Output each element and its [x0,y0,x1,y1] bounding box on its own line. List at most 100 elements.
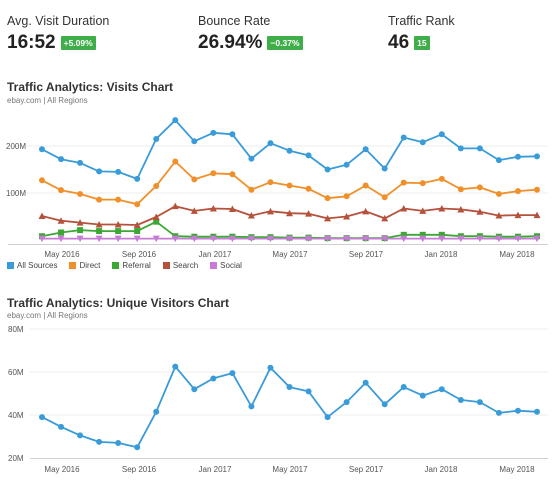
data-point-social[interactable] [38,235,46,243]
data-point-all-sources[interactable] [172,363,179,370]
data-point-all-sources[interactable] [400,134,407,141]
data-point-search[interactable] [286,209,293,217]
data-point-all-sources[interactable] [58,156,65,163]
data-point-social[interactable] [476,235,484,243]
data-point-direct[interactable] [534,186,540,193]
data-point-all-sources[interactable] [362,146,369,153]
data-point-direct[interactable] [210,170,217,177]
data-point-social[interactable] [495,235,503,243]
data-point-all-sources[interactable] [39,146,45,153]
data-point-all-sources[interactable] [77,159,84,166]
legend-item-direct[interactable]: Direct [69,261,100,270]
data-point-search[interactable] [209,205,217,212]
data-point-social[interactable] [305,235,313,243]
data-point-direct[interactable] [134,201,141,208]
legend-item-all-sources[interactable]: All Sources [7,261,57,270]
data-point-all-sources[interactable] [115,439,122,446]
data-point-social[interactable] [133,235,141,243]
data-point-direct[interactable] [267,179,274,186]
data-point-all-sources[interactable] [96,438,103,445]
data-point-direct[interactable] [286,182,293,189]
data-point-social[interactable] [324,235,332,243]
legend-item-search[interactable]: Search [162,261,198,270]
data-point-referral[interactable] [77,227,84,234]
data-point-direct[interactable] [400,179,407,186]
data-point-search[interactable] [95,220,103,228]
data-point-all-sources[interactable] [172,117,179,124]
data-point-all-sources[interactable] [419,392,426,399]
data-point-all-sources[interactable] [248,155,255,162]
data-point-all-sources[interactable] [419,139,426,146]
data-point-social[interactable] [266,235,274,243]
data-point-all-sources[interactable] [476,145,483,152]
data-point-social[interactable] [152,235,160,243]
data-point-direct[interactable] [438,175,445,182]
data-point-social[interactable] [533,235,541,243]
data-point-all-sources[interactable] [58,423,65,430]
data-point-all-sources[interactable] [267,140,274,147]
data-point-search[interactable] [400,205,408,212]
legend-item-social[interactable]: Social [210,261,242,270]
data-point-direct[interactable] [495,190,502,197]
data-point-direct[interactable] [58,187,65,194]
data-point-search[interactable] [171,202,179,210]
data-point-all-sources[interactable] [115,168,122,175]
data-point-search[interactable] [324,214,332,222]
data-point-search[interactable] [190,207,198,214]
data-point-social[interactable] [381,235,389,243]
data-point-all-sources[interactable] [381,401,388,408]
data-point-all-sources[interactable] [96,168,103,175]
legend-item-referral[interactable]: Referral [112,261,151,270]
data-point-referral[interactable] [115,228,122,235]
data-point-search[interactable] [457,205,465,213]
data-point-all-sources[interactable] [400,384,407,391]
data-point-all-sources[interactable] [343,399,350,406]
data-point-all-sources[interactable] [286,384,293,391]
data-point-all-sources[interactable] [457,396,464,403]
data-point-all-sources[interactable] [286,147,293,154]
data-point-search[interactable] [533,211,541,219]
data-point-social[interactable] [343,235,351,243]
data-point-search[interactable] [495,212,503,219]
data-point-social[interactable] [514,235,522,243]
data-point-referral[interactable] [419,231,426,238]
data-point-all-sources[interactable] [324,414,331,421]
data-point-social[interactable] [171,235,179,243]
data-point-social[interactable] [228,235,236,243]
data-point-search[interactable] [114,220,122,228]
data-point-social[interactable] [76,235,84,243]
data-point-referral[interactable] [438,231,445,238]
data-point-all-sources[interactable] [362,379,369,386]
data-point-social[interactable] [57,235,65,243]
data-point-all-sources[interactable] [476,399,483,406]
data-point-all-sources[interactable] [457,145,464,152]
data-point-direct[interactable] [229,171,236,178]
data-point-all-sources[interactable] [495,409,502,416]
data-point-social[interactable] [400,235,408,243]
data-point-search[interactable] [343,213,351,220]
data-point-social[interactable] [419,235,427,243]
data-point-all-sources[interactable] [191,138,198,145]
data-point-social[interactable] [247,235,255,243]
data-point-social[interactable] [457,235,465,243]
data-point-referral[interactable] [134,228,141,235]
data-point-direct[interactable] [96,196,103,203]
data-point-direct[interactable] [324,195,331,202]
data-point-direct[interactable] [514,188,521,195]
data-point-search[interactable] [247,212,255,219]
data-point-search[interactable] [133,221,141,228]
data-point-all-sources[interactable] [305,152,312,159]
data-point-social[interactable] [286,235,293,243]
data-point-direct[interactable] [77,190,84,197]
data-point-social[interactable] [362,235,370,243]
data-point-all-sources[interactable] [305,388,312,395]
data-point-all-sources[interactable] [229,131,236,138]
data-point-direct[interactable] [305,185,312,192]
data-point-all-sources[interactable] [229,370,236,377]
data-point-search[interactable] [228,205,236,212]
data-point-search[interactable] [305,210,313,217]
data-point-all-sources[interactable] [495,157,502,164]
data-point-search[interactable] [476,208,484,215]
